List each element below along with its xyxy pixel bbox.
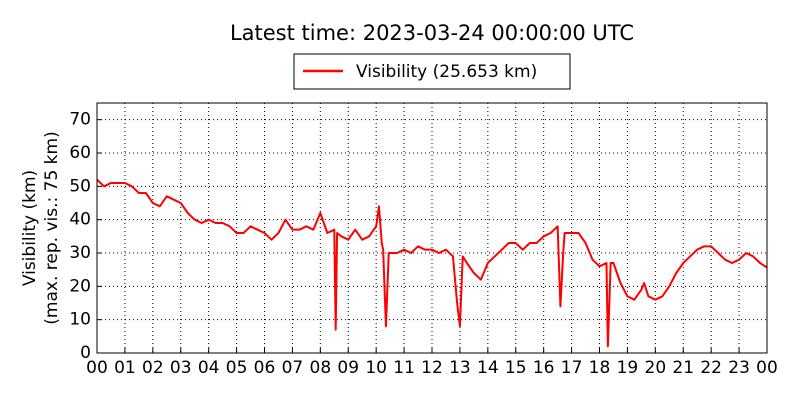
x-tick-label: 07 [282, 358, 304, 378]
x-tick-label: 03 [170, 358, 192, 378]
x-tick-label: 18 [589, 358, 611, 378]
y-tick-label: 20 [69, 276, 91, 296]
x-tick-label: 14 [477, 358, 499, 378]
x-tick-label: 00 [756, 358, 778, 378]
x-tick-label: 12 [421, 358, 443, 378]
y-tick-label: 30 [69, 243, 91, 263]
x-tick-label: 19 [617, 358, 639, 378]
y-axis-label: (max. rep. vis.: 75 km) [42, 131, 62, 324]
x-tick-label: 05 [226, 358, 248, 378]
data-line [96, 178, 768, 348]
x-tick-label: 22 [700, 358, 722, 378]
x-tick-label: 04 [198, 358, 220, 378]
x-tick-label: 21 [672, 358, 694, 378]
y-axis-label: Visibility (km) [20, 170, 40, 286]
x-tick-label: 16 [533, 358, 555, 378]
x-tick-label: 01 [114, 358, 136, 378]
legend-label: Visibility (25.653 km) [356, 62, 537, 82]
x-tick-label: 09 [337, 358, 359, 378]
y-tick-label: 10 [69, 310, 91, 330]
y-tick-label: 0 [80, 343, 91, 363]
y-tick-label: 70 [69, 110, 91, 130]
x-tick-label: 11 [393, 358, 415, 378]
y-tick-label: 50 [69, 176, 91, 196]
x-tick-label: 13 [449, 358, 471, 378]
x-tick-label: 06 [254, 358, 276, 378]
x-tick-label: 10 [365, 358, 387, 378]
y-tick-label: 40 [69, 210, 91, 230]
y-tick-label: 60 [69, 143, 91, 163]
plot-frame [96, 102, 768, 354]
x-tick-label: 00 [86, 358, 108, 378]
x-tick-label: 20 [645, 358, 667, 378]
x-tick-label: 15 [505, 358, 527, 378]
x-tick-label: 17 [561, 358, 583, 378]
x-tick-label: 23 [728, 358, 750, 378]
chart-title: Latest time: 2023-03-24 00:00:00 UTC [230, 21, 634, 45]
x-tick-label: 02 [142, 358, 164, 378]
x-tick-label: 08 [310, 358, 332, 378]
